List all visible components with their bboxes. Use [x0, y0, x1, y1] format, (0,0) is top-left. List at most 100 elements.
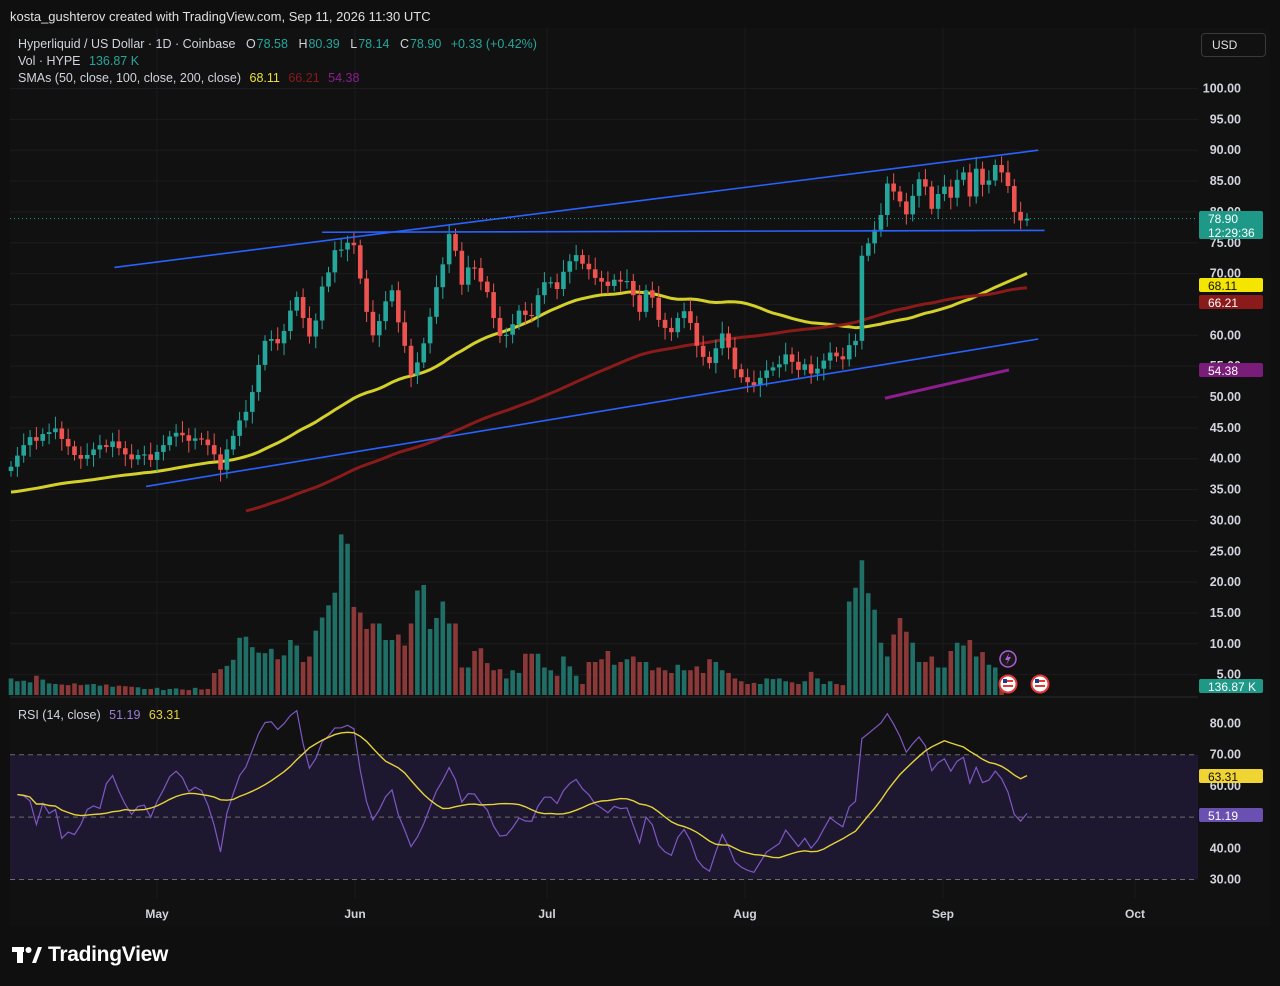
- time-tick-label: Oct: [1125, 907, 1145, 921]
- candle-body: [948, 186, 954, 198]
- footer-brand: TradingView: [48, 943, 169, 966]
- candle-body: [288, 310, 293, 331]
- rsi-label: RSI (14, close): [18, 708, 101, 722]
- tradingview-logo-icon: [12, 947, 42, 963]
- change-value: +0.33 (+0.42%): [450, 37, 537, 51]
- candle-body: [84, 454, 90, 459]
- candle-body: [738, 369, 744, 378]
- volume-bar: [954, 642, 960, 695]
- volume-bar: [783, 681, 788, 695]
- price-tick-label: 50.00: [1210, 390, 1241, 404]
- price-tick-label: 10.00: [1210, 637, 1241, 651]
- volume-bar: [942, 667, 947, 695]
- volume-bar: [510, 670, 515, 695]
- candle-body: [65, 438, 71, 447]
- sma-label: SMAs (50, close, 100, close, 200, close): [18, 71, 242, 85]
- rsi-tick-label: 40.00: [1210, 841, 1241, 855]
- candle-body: [694, 322, 700, 346]
- candle-body: [961, 172, 966, 180]
- volume-bar: [669, 673, 674, 695]
- volume-bar: [72, 683, 77, 695]
- sma50-tag: 68.11: [1199, 278, 1263, 293]
- sma-legend[interactable]: SMAs (50, close, 100, close, 200, close)…: [18, 71, 360, 85]
- volume-bar: [148, 688, 153, 695]
- candle-body: [815, 368, 820, 374]
- volume-bar: [186, 690, 192, 695]
- volume-bar: [15, 681, 20, 695]
- candle-body: [453, 234, 458, 251]
- candle-body: [91, 449, 96, 455]
- volume-bar: [465, 667, 471, 695]
- volume-bar: [561, 656, 566, 695]
- rsi-legend[interactable]: RSI (14, close) 51.19 63.31: [18, 708, 181, 722]
- rsi-line: [17, 709, 1028, 874]
- candle-body: [123, 448, 128, 455]
- price-tick-label: 75.00: [1210, 236, 1241, 250]
- volume-bar: [491, 670, 496, 695]
- candle-body: [97, 445, 103, 450]
- candle-body: [319, 286, 325, 321]
- us-flag-canton: [1003, 679, 1007, 683]
- volume-bar: [408, 623, 414, 695]
- volume-bar: [300, 662, 306, 695]
- tradingview-logo[interactable]: TradingView: [12, 943, 168, 967]
- volume-legend[interactable]: Vol · HYPE 136.87 K: [18, 54, 140, 68]
- candle-body: [897, 191, 903, 202]
- candle-body: [338, 249, 344, 251]
- candle-body: [142, 454, 147, 456]
- candle-body: [631, 281, 636, 296]
- candle-body: [53, 428, 58, 433]
- rsi-tag-text: 51.19: [1208, 809, 1238, 823]
- candle-body: [846, 345, 852, 360]
- price-tick-label: 90.00: [1210, 143, 1241, 157]
- volume-bar: [478, 648, 484, 695]
- volume-bar: [313, 630, 319, 695]
- volume-bar: [288, 640, 293, 695]
- candle-body: [275, 339, 280, 344]
- volume-bar: [751, 682, 757, 695]
- volume-value: 136.87 K: [89, 54, 140, 68]
- candle-body: [377, 321, 382, 336]
- symbol-legend[interactable]: Hyperliquid / US Dollar · 1D · Coinbase …: [18, 37, 538, 51]
- volume-bar: [377, 623, 382, 695]
- trendline: [322, 229, 1045, 234]
- price-tick-label: 95.00: [1210, 112, 1241, 126]
- candle-body: [408, 345, 414, 376]
- candle-body: [954, 179, 960, 198]
- symbol-title[interactable]: Hyperliquid / US Dollar · 1D · Coinbase: [18, 37, 236, 51]
- candle-body: [973, 168, 979, 197]
- candle-body: [688, 311, 693, 323]
- candle-body: [205, 439, 211, 446]
- volume-bar: [84, 684, 90, 695]
- price-tick-label: 30.00: [1210, 513, 1241, 527]
- volume-bar: [700, 673, 706, 695]
- volume-bar: [34, 675, 39, 695]
- us-flag-stripe: [1035, 680, 1045, 682]
- volume-bar: [853, 587, 858, 695]
- currency-selector[interactable]: USD: [1201, 33, 1266, 57]
- volume-bar: [878, 642, 884, 695]
- volume-bar: [427, 629, 433, 695]
- volume-bar: [161, 690, 166, 695]
- volume-bar: [707, 659, 712, 695]
- volume-bar: [815, 678, 820, 695]
- trendline: [145, 338, 1039, 488]
- candle-body: [345, 242, 350, 250]
- volume-bar: [719, 670, 725, 695]
- candle-body: [357, 245, 363, 279]
- candle-body: [885, 183, 890, 215]
- candle-body: [567, 261, 573, 272]
- volume-bar: [681, 670, 687, 695]
- candle-body: [834, 352, 839, 357]
- candle-body: [935, 194, 941, 209]
- sma100-tag: 66.21: [1199, 295, 1263, 310]
- price-tick-label: 70.00: [1210, 267, 1241, 281]
- candle-body: [186, 435, 192, 441]
- candle-body: [103, 445, 109, 447]
- volume-bar: [294, 645, 300, 695]
- volume-bar: [624, 659, 630, 695]
- sma200-tag-box: [1199, 363, 1263, 377]
- rsi-tag-box: [1199, 808, 1263, 822]
- candle-body: [745, 377, 750, 383]
